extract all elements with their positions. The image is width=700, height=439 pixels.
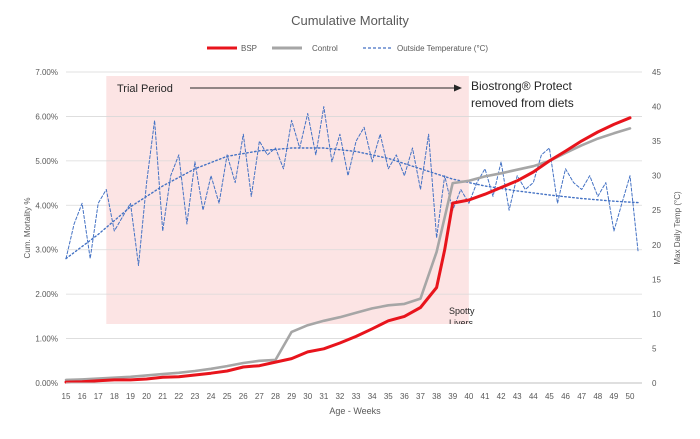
x-tick-label: 17	[94, 392, 103, 401]
x-tick-label: 36	[400, 392, 409, 401]
x-tick-label: 45	[545, 392, 554, 401]
x-tick-label: 31	[319, 392, 328, 401]
legend-label: Outside Temperature (°C)	[397, 44, 488, 53]
y-tick-label: 7.00%	[35, 68, 58, 77]
annotations: Trial Period Biostrong® Protect removed fr…	[117, 79, 574, 328]
y2-tick-label: 45	[652, 68, 661, 77]
y-tick-label: 3.00%	[35, 246, 58, 255]
y2-tick-label: 10	[652, 310, 661, 319]
spotty-livers-line1: Spotty	[449, 306, 475, 316]
x-tick-label: 33	[352, 392, 361, 401]
x-tick-label: 47	[577, 392, 586, 401]
y2-tick-label: 25	[652, 206, 661, 215]
y2-tick-label: 0	[652, 379, 657, 388]
x-tick-label: 18	[110, 392, 119, 401]
x-tick-label: 43	[513, 392, 522, 401]
series-group	[64, 106, 639, 384]
x-tick-label: 25	[223, 392, 232, 401]
y2-tick-label: 40	[652, 103, 661, 112]
x-tick-label: 44	[529, 392, 538, 401]
y2-tick-label: 5	[652, 344, 657, 353]
x-tick-label: 35	[384, 392, 393, 401]
x-tick-label: 34	[368, 392, 377, 401]
x-tick-label: 28	[271, 392, 280, 401]
x-tick-label: 22	[174, 392, 183, 401]
y2-axis-label: Max Daily Temp (°C)	[673, 191, 682, 265]
x-tick-label: 37	[416, 392, 425, 401]
x-tick-label: 30	[303, 392, 312, 401]
y-axis-label: Cum. Mortality %	[23, 198, 32, 259]
trial-period-label: Trial Period	[117, 83, 173, 95]
series-line-outside-temperature-trend	[65, 147, 639, 260]
x-tick-label: 41	[481, 392, 490, 401]
x-tick-label: 21	[158, 392, 167, 401]
x-tick-label: 40	[464, 392, 473, 401]
axes: 0.00% 1.00% 2.00% 3.00% 4.00% 5.00% 6.00% 7.00%…	[35, 68, 661, 401]
x-tick-label: 50	[626, 392, 635, 401]
x-tick-label: 38	[432, 392, 441, 401]
x-tick-label: 39	[448, 392, 457, 401]
x-tick-label: 42	[497, 392, 506, 401]
legend: BSP Control Outside Temperature (°C)	[207, 44, 488, 53]
chart-title: Cumulative Mortality	[291, 13, 409, 28]
x-tick-label: 24	[207, 392, 216, 401]
y2-tick-label: 20	[652, 241, 661, 250]
x-tick-label: 16	[78, 392, 87, 401]
series-line-bsp	[64, 116, 632, 384]
x-tick-label: 19	[126, 392, 135, 401]
x-tick-label: 32	[335, 392, 344, 401]
x-tick-label: 48	[593, 392, 602, 401]
y-tick-label: 2.00%	[35, 290, 58, 299]
x-tick-label: 20	[142, 392, 151, 401]
y-tick-label: 6.00%	[35, 112, 58, 121]
y-tick-label: 1.00%	[35, 335, 58, 344]
spotty-livers-line2: Livers	[449, 318, 474, 328]
x-tick-label: 29	[287, 392, 296, 401]
x-tick-label: 15	[62, 392, 71, 401]
series-line-outside-temperature-c	[65, 106, 639, 266]
trial-arrow-head	[454, 84, 462, 92]
removed-label-line2: removed from diets	[471, 96, 574, 110]
y-tick-label: 0.00%	[35, 379, 58, 388]
y2-tick-label: 30	[652, 172, 661, 181]
series-line-control	[64, 127, 632, 382]
x-axis-label: Age - Weeks	[329, 406, 381, 416]
gridlines	[66, 71, 642, 384]
legend-label: Control	[312, 44, 338, 53]
x-tick-label: 46	[561, 392, 570, 401]
x-tick-label: 23	[190, 392, 199, 401]
y-tick-label: 5.00%	[35, 157, 58, 166]
x-tick-label: 49	[609, 392, 618, 401]
x-tick-label: 27	[255, 392, 264, 401]
y-tick-label: 4.00%	[35, 201, 58, 210]
y2-tick-label: 35	[652, 137, 661, 146]
x-tick-label: 26	[239, 392, 248, 401]
removed-label-line1: Biostrong® Protect	[471, 79, 573, 93]
legend-label: BSP	[241, 44, 257, 53]
y2-tick-label: 15	[652, 275, 661, 284]
